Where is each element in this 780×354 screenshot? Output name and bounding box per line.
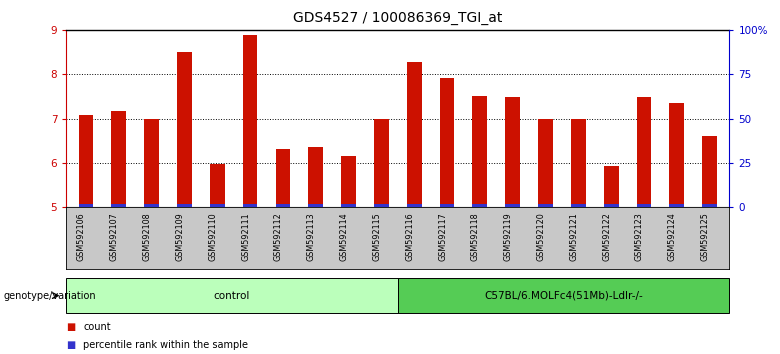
Bar [505,204,520,207]
Text: GSM592110: GSM592110 [208,212,218,261]
Text: GSM592122: GSM592122 [602,212,612,261]
Text: GSM592114: GSM592114 [339,212,349,261]
Bar [407,62,422,207]
Bar [538,119,553,207]
Bar [604,205,619,207]
Bar [79,115,94,207]
Text: GSM592109: GSM592109 [176,212,184,261]
Bar [79,204,94,207]
Bar [440,78,455,207]
Bar [505,97,520,207]
Bar [177,204,192,207]
Bar [669,103,684,207]
Bar [473,96,488,207]
Text: GSM592124: GSM592124 [668,212,677,261]
Bar [144,119,159,207]
Bar [398,278,729,313]
Text: GSM592121: GSM592121 [569,212,578,261]
Text: GSM592113: GSM592113 [307,212,316,261]
Bar [571,205,586,207]
Text: GSM592125: GSM592125 [700,212,710,261]
Text: count: count [83,322,111,332]
Bar [210,164,225,207]
Bar [604,166,619,207]
Bar [538,204,553,207]
Bar [341,205,356,207]
Text: GSM592117: GSM592117 [438,212,447,261]
Text: GSM592107: GSM592107 [110,212,119,261]
Bar [112,110,126,207]
Text: GSM592116: GSM592116 [406,212,414,261]
Text: GSM592120: GSM592120 [537,212,545,261]
Text: GSM592108: GSM592108 [143,212,151,261]
Text: GSM592106: GSM592106 [77,212,86,261]
Bar [177,52,192,207]
Text: GDS4527 / 100086369_TGI_at: GDS4527 / 100086369_TGI_at [293,11,502,25]
Text: ■: ■ [66,322,76,332]
Text: GSM592118: GSM592118 [471,212,480,261]
Text: control: control [214,291,250,301]
Bar [308,204,323,207]
Bar [243,204,257,207]
Text: percentile rank within the sample: percentile rank within the sample [83,340,249,350]
Bar [144,204,159,207]
Bar [210,204,225,207]
Text: GSM592119: GSM592119 [504,212,512,261]
Bar [243,35,257,207]
Bar [374,119,388,207]
Text: ■: ■ [66,340,76,350]
Text: GSM592112: GSM592112 [274,212,283,261]
Text: GSM592123: GSM592123 [635,212,644,261]
Bar [440,204,455,207]
Bar [702,136,717,207]
Bar [374,205,388,207]
Bar [112,204,126,207]
Bar [473,204,488,207]
Bar [407,204,422,207]
Text: GSM592115: GSM592115 [372,212,381,261]
Bar [275,205,290,207]
Bar [66,278,398,313]
Bar [702,205,717,207]
Bar [636,97,651,207]
Text: genotype/variation: genotype/variation [4,291,97,301]
Bar [669,204,684,207]
Text: C57BL/6.MOLFc4(51Mb)-Ldlr-/-: C57BL/6.MOLFc4(51Mb)-Ldlr-/- [484,291,643,301]
Bar [636,204,651,207]
Bar [341,156,356,207]
Bar [275,149,290,207]
Text: GSM592111: GSM592111 [241,212,250,261]
Bar [308,147,323,207]
Bar [571,119,586,207]
